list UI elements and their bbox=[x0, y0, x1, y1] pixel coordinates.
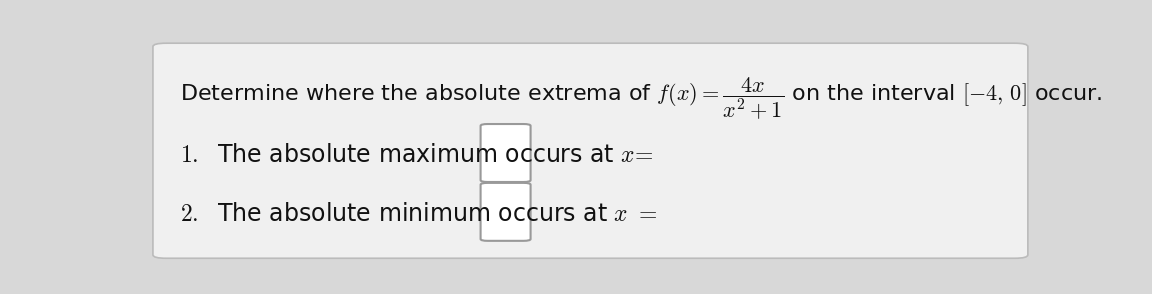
Text: $\mathbf{1.}$  The absolute maximum occurs at $x\!=\!$: $\mathbf{1.}$ The absolute maximum occur… bbox=[180, 143, 653, 167]
FancyBboxPatch shape bbox=[480, 183, 531, 241]
Text: $\mathbf{2.}$  The absolute minimum occurs at $x\ =$: $\mathbf{2.}$ The absolute minimum occur… bbox=[180, 202, 657, 226]
FancyBboxPatch shape bbox=[153, 43, 1028, 258]
Text: Determine where the absolute extrema of $f(x) = \dfrac{4x}{x^2+1}$ on the interv: Determine where the absolute extrema of … bbox=[180, 75, 1102, 122]
FancyBboxPatch shape bbox=[480, 124, 531, 182]
